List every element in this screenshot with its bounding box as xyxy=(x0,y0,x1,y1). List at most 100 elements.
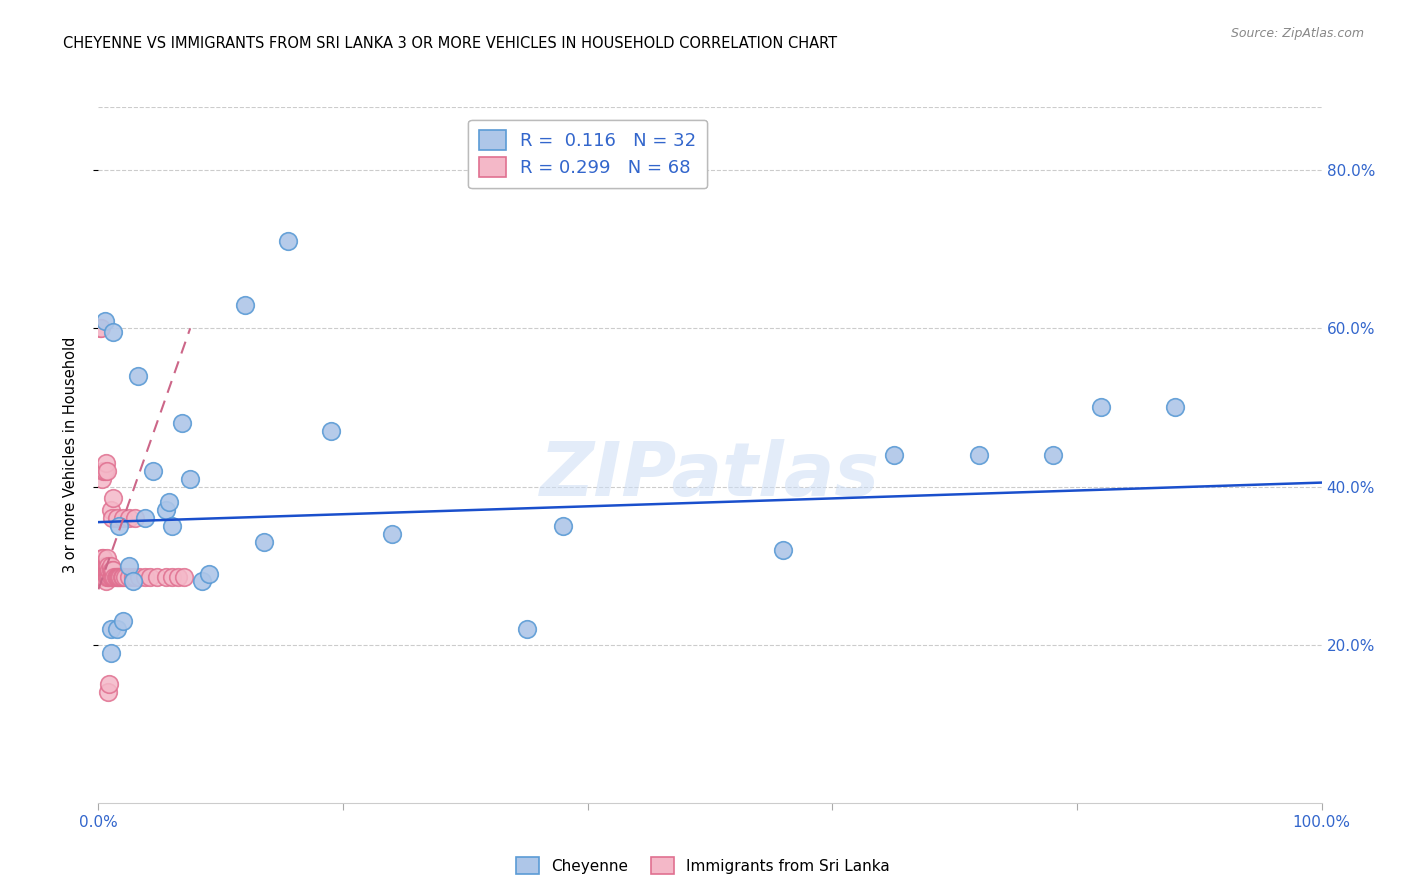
Point xyxy=(134,570,156,584)
Point xyxy=(101,563,124,577)
Point xyxy=(91,558,114,573)
Point xyxy=(139,570,162,584)
Point xyxy=(160,519,183,533)
Point xyxy=(93,558,115,573)
Point xyxy=(93,464,115,478)
Point xyxy=(111,511,134,525)
Point xyxy=(91,464,114,478)
Point xyxy=(91,558,114,573)
Point xyxy=(124,511,146,525)
Point xyxy=(381,527,404,541)
Point xyxy=(1164,401,1187,415)
Point xyxy=(170,417,193,431)
Point xyxy=(233,298,256,312)
Point xyxy=(107,570,129,584)
Point xyxy=(96,550,118,565)
Point xyxy=(100,558,122,573)
Point xyxy=(124,570,146,584)
Point xyxy=(89,566,111,581)
Point xyxy=(127,368,149,383)
Point xyxy=(90,570,112,584)
Point xyxy=(93,313,115,327)
Point xyxy=(94,456,117,470)
Point xyxy=(553,519,575,533)
Point xyxy=(160,570,183,584)
Point xyxy=(1090,401,1112,415)
Point xyxy=(146,570,169,584)
Point xyxy=(89,558,111,573)
Point xyxy=(96,558,118,573)
Legend: R =  0.116   N = 32, R = 0.299   N = 68: R = 0.116 N = 32, R = 0.299 N = 68 xyxy=(468,120,707,188)
Point xyxy=(110,570,132,584)
Point xyxy=(94,558,117,573)
Y-axis label: 3 or more Vehicles in Household: 3 or more Vehicles in Household xyxy=(63,337,77,573)
Point xyxy=(100,570,122,584)
Point xyxy=(96,570,118,584)
Point xyxy=(1042,448,1064,462)
Point xyxy=(277,235,299,249)
Point xyxy=(101,570,124,584)
Point xyxy=(515,622,537,636)
Point xyxy=(157,495,180,509)
Point xyxy=(90,563,112,577)
Text: Source: ZipAtlas.com: Source: ZipAtlas.com xyxy=(1230,27,1364,40)
Point xyxy=(94,563,117,577)
Point xyxy=(103,570,125,584)
Point xyxy=(191,574,214,589)
Point xyxy=(100,503,122,517)
Point xyxy=(967,448,990,462)
Point xyxy=(118,570,141,584)
Point xyxy=(134,511,156,525)
Point xyxy=(91,550,114,565)
Point xyxy=(98,563,121,577)
Point xyxy=(91,563,114,577)
Point xyxy=(100,563,122,577)
Point xyxy=(319,424,342,438)
Point xyxy=(101,326,124,340)
Point xyxy=(97,570,120,584)
Point xyxy=(105,570,128,584)
Point xyxy=(111,614,134,628)
Point xyxy=(108,570,131,584)
Point xyxy=(142,464,165,478)
Text: CHEYENNE VS IMMIGRANTS FROM SRI LANKA 3 OR MORE VEHICLES IN HOUSEHOLD CORRELATIO: CHEYENNE VS IMMIGRANTS FROM SRI LANKA 3 … xyxy=(63,36,838,51)
Point xyxy=(179,472,201,486)
Point xyxy=(101,511,124,525)
Point xyxy=(108,519,131,533)
Point xyxy=(100,646,122,660)
Point xyxy=(128,570,150,584)
Point xyxy=(97,685,120,699)
Point xyxy=(101,570,124,584)
Point xyxy=(121,570,143,584)
Legend: Cheyenne, Immigrants from Sri Lanka: Cheyenne, Immigrants from Sri Lanka xyxy=(510,851,896,880)
Point xyxy=(93,563,115,577)
Point xyxy=(118,558,141,573)
Point xyxy=(167,570,190,584)
Text: ZIPatlas: ZIPatlas xyxy=(540,439,880,512)
Point xyxy=(118,511,141,525)
Point xyxy=(111,570,134,584)
Point xyxy=(96,563,118,577)
Point xyxy=(90,321,112,335)
Point xyxy=(93,570,115,584)
Point xyxy=(197,566,219,581)
Point xyxy=(155,570,177,584)
Point xyxy=(173,570,195,584)
Point xyxy=(252,534,274,549)
Point xyxy=(101,491,124,506)
Point xyxy=(105,622,128,636)
Point xyxy=(883,448,905,462)
Point xyxy=(100,622,122,636)
Point xyxy=(772,542,794,557)
Point xyxy=(94,574,117,589)
Point xyxy=(121,574,143,589)
Point xyxy=(89,321,111,335)
Point xyxy=(91,550,114,565)
Point xyxy=(91,472,114,486)
Point xyxy=(98,677,121,691)
Point xyxy=(96,464,118,478)
Point xyxy=(104,570,127,584)
Point xyxy=(97,558,120,573)
Point xyxy=(91,570,114,584)
Point xyxy=(105,511,128,525)
